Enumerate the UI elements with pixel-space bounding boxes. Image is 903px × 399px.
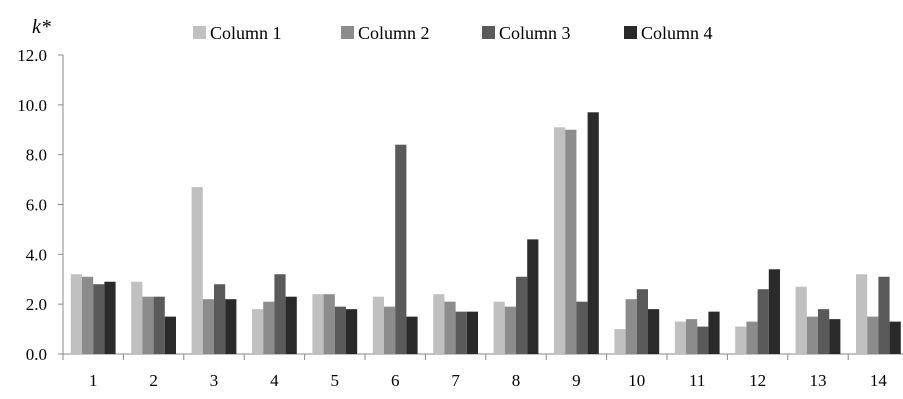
legend-item-4: Column 4 [624,23,713,43]
y-tick-label: 2.0 [26,295,47,314]
legend-label: Column 1 [210,23,282,43]
x-tick-label: 13 [810,371,827,390]
bar-column-1-8 [493,301,505,354]
bar-column-4-2 [164,316,176,355]
bar-column-2-12 [746,321,758,354]
bar-column-2-9 [565,129,577,354]
x-tick-label: 2 [149,371,158,390]
bar-column-2-13 [806,316,818,355]
x-tick-label: 3 [210,371,219,390]
bar-column-3-12 [757,289,769,354]
bar-column-4-8 [527,239,539,354]
x-tick-label: 7 [451,371,460,390]
bar-column-1-12 [735,326,747,354]
bars [70,112,901,355]
bar-column-4-11 [708,311,720,354]
bar-column-4-5 [346,309,358,354]
bar-column-3-10 [636,289,648,354]
bar-column-3-11 [697,326,709,354]
bar-column-4-10 [648,309,660,354]
x-tick-label: 11 [689,371,705,390]
legend-label: Column 3 [499,23,571,43]
bar-column-3-1 [93,284,105,354]
bar-column-1-14 [856,274,868,354]
x-tick-label: 5 [331,371,340,390]
bar-column-4-1 [104,281,116,354]
legend-swatch [624,26,637,39]
y-tick-label: 12.0 [17,46,47,65]
bar-column-2-14 [867,316,879,355]
bar-column-3-13 [818,309,830,354]
bar-column-4-7 [466,311,478,354]
legend-item-2: Column 2 [341,23,430,43]
legend: Column 1 Column 2 Column 3 Column 4 [193,23,713,43]
y-tick-label: 4.0 [26,245,47,264]
bar-column-4-3 [225,299,237,354]
bar-column-4-14 [889,321,901,354]
bar-column-3-5 [334,306,346,354]
x-axis: 1 2 3 4 5 6 7 8 9 10 11 12 13 14 [62,353,903,390]
bar-column-2-1 [82,276,94,354]
y-tick-label: 8.0 [26,146,47,165]
bar-column-3-2 [153,296,165,354]
bar-column-1-3 [191,187,203,354]
legend-item-3: Column 3 [482,23,571,43]
x-tick-label: 14 [870,371,888,390]
x-tick-label: 12 [749,371,766,390]
bar-column-1-6 [372,296,384,354]
bar-column-3-14 [878,276,890,354]
bar-column-2-6 [384,306,396,354]
y-tick-label: 10.0 [17,96,47,115]
bar-column-1-9 [554,127,566,354]
bar-column-1-5 [312,294,324,354]
bar-column-2-2 [142,296,154,354]
bar-column-3-6 [395,144,407,354]
bar-column-4-9 [587,112,599,354]
bar-column-2-5 [323,294,335,354]
legend-label: Column 2 [358,23,430,43]
bar-column-2-8 [504,306,516,354]
x-tick-label: 9 [572,371,581,390]
bar-column-3-3 [214,284,226,354]
legend-swatch [482,26,495,39]
bar-column-4-13 [829,319,841,354]
bar-column-1-4 [252,309,264,354]
bar-column-1-11 [674,321,686,354]
y-axis: 0.0 2.0 4.0 6.0 8.0 10.0 12.0 [17,46,64,364]
x-tick-label: 10 [628,371,645,390]
bar-column-1-7 [433,294,445,354]
x-tick-label: 6 [391,371,400,390]
legend-label: Column 4 [641,23,713,43]
bar-column-3-7 [455,311,467,354]
y-axis-title: k* [32,16,51,38]
y-tick-label: 0.0 [26,345,47,364]
x-tick-label: 1 [89,371,98,390]
bar-column-1-1 [70,274,82,354]
bar-column-2-4 [263,301,275,354]
bar-column-1-10 [614,329,626,354]
bar-column-1-13 [795,286,807,354]
x-tick-label: 4 [270,371,279,390]
bar-column-4-4 [285,296,297,354]
bar-column-3-8 [516,276,528,354]
bar-column-2-3 [202,299,214,354]
legend-swatch [341,26,354,39]
bar-column-2-7 [444,301,456,354]
bar-column-3-4 [274,274,286,354]
legend-swatch [193,26,206,39]
bar-column-4-6 [406,316,418,355]
legend-item-1: Column 1 [193,23,282,43]
bar-column-1-2 [131,281,143,354]
bar-column-3-9 [576,301,588,354]
bar-column-4-12 [768,269,780,354]
y-tick-label: 6.0 [26,196,47,215]
bar-column-2-11 [686,319,698,354]
x-tick-label: 8 [512,371,521,390]
bar-column-2-10 [625,299,637,354]
